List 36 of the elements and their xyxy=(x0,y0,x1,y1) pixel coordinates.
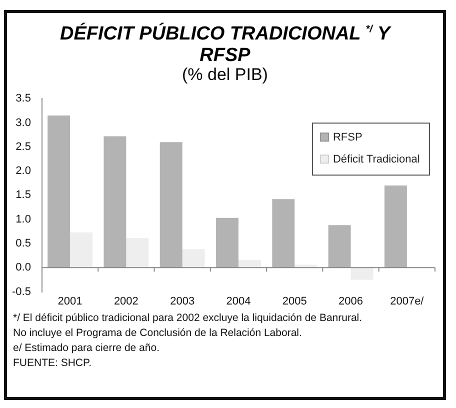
x-tick-label: 2007e/ xyxy=(390,295,425,308)
y-tick-label: 2.0 xyxy=(16,165,31,178)
text: No incluye el Programa de Conclusión de la Relación Laboral. xyxy=(13,326,303,341)
y-tick-label: 3.5 xyxy=(16,92,31,105)
x-tick-label: 2002 xyxy=(114,295,138,308)
source-note: FUENTE: SHCP. xyxy=(13,356,93,371)
x-tick-label: 2006 xyxy=(338,295,364,308)
legend-label: Déficit Tradicional xyxy=(332,154,420,166)
bar xyxy=(216,218,238,268)
bar xyxy=(384,186,407,268)
bar xyxy=(126,238,149,268)
chart-title: DÉFICIT PÚBLICO TRADICIONAL $^{*/}$ Y RFSP xyxy=(60,23,390,66)
bar xyxy=(328,225,351,268)
y-tick-label: 2.5 xyxy=(16,140,31,153)
x-tick-label: 2005 xyxy=(282,295,307,308)
bar xyxy=(104,136,126,268)
bar xyxy=(272,199,295,268)
bar xyxy=(350,268,374,280)
chart-subtitle: (% del PIB) xyxy=(181,65,269,85)
bar xyxy=(160,142,182,268)
y-tick-label: 3.0 xyxy=(16,116,31,129)
y-tick-label: 0.0 xyxy=(16,262,31,274)
y-tick-label: -0.5 xyxy=(12,286,31,298)
x-tick-label: 2001 xyxy=(58,295,82,308)
x-tick-label: 2004 xyxy=(226,295,251,308)
y-tick-label: 0.5 xyxy=(16,238,31,250)
x-tick-label: 2003 xyxy=(170,295,195,308)
bar xyxy=(238,260,261,268)
legend-label: RFSP xyxy=(332,132,362,144)
bar xyxy=(70,232,92,268)
text: */ El déficit público tradicional para 2002 excluye la liquidación de Banrural. xyxy=(13,311,362,326)
text: e/ Estimado para cierre de año. xyxy=(13,341,160,356)
y-tick-label: 1.5 xyxy=(16,189,31,202)
bar xyxy=(182,249,205,268)
bar xyxy=(48,116,70,268)
y-tick-label: 1.0 xyxy=(16,213,31,226)
